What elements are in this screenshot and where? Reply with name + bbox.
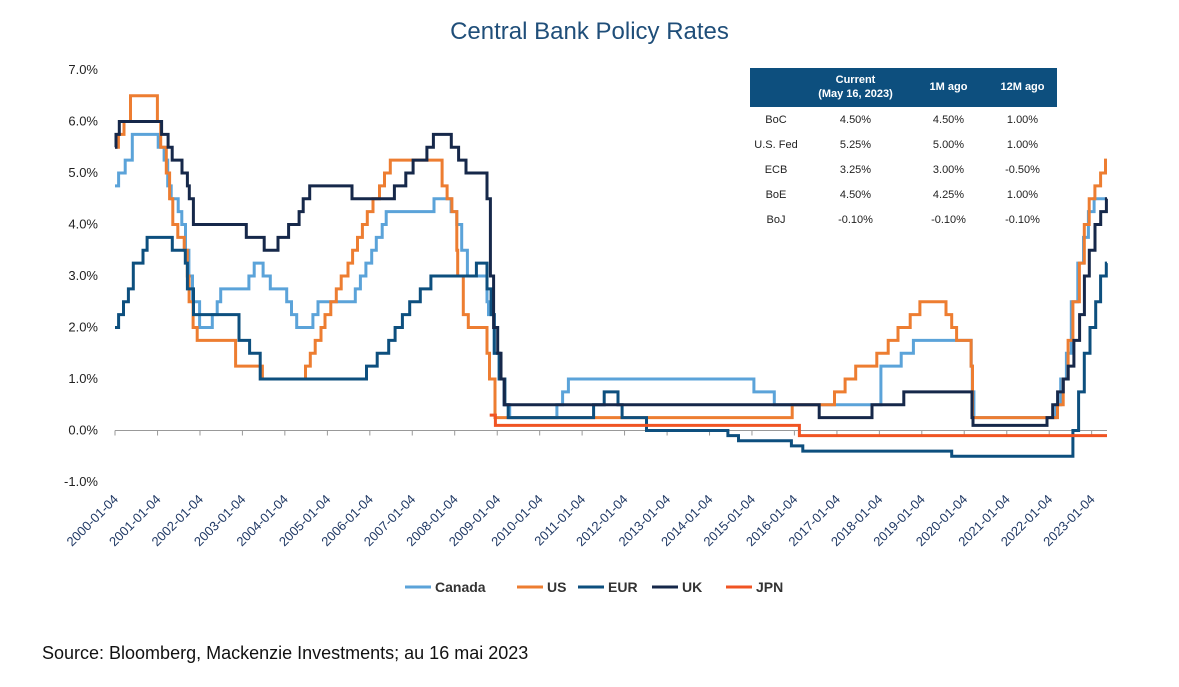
table-header-row: Current (May 16, 2023) 1M ago 12M ago xyxy=(750,68,1057,107)
table-cell: -0.10% xyxy=(931,213,966,226)
table-cell: 1.00% xyxy=(1006,113,1039,126)
y-tick-label: 6.0% xyxy=(68,114,98,129)
y-tick-label: 4.0% xyxy=(68,217,98,232)
y-axis: -1.0% 0.0% 1.0% 2.0% 3.0% 4.0% 5.0% 6.0% 7.0% xyxy=(64,62,98,489)
table-cell: 3.00% xyxy=(932,163,965,176)
y-tick-label: 5.0% xyxy=(68,165,98,180)
table-cell: -0.10% xyxy=(1005,213,1040,226)
table-cell: BoE xyxy=(765,188,787,201)
table-cell: 4.50% xyxy=(839,188,872,201)
legend-label: US xyxy=(547,579,566,595)
table-cell: 1.00% xyxy=(1006,138,1039,151)
table-row: BoJ -0.10% -0.10% -0.10% xyxy=(750,207,1057,232)
table-cell: 5.25% xyxy=(839,138,872,151)
table-cell: BoC xyxy=(765,113,787,126)
chart-title: Central Bank Policy Rates xyxy=(450,18,729,45)
table-cell: 5.00% xyxy=(932,138,965,151)
table-cell: BoJ xyxy=(766,213,786,226)
table-cell: 4.25% xyxy=(932,188,965,201)
table-row: BoE 4.50% 4.25% 1.00% xyxy=(750,182,1057,207)
y-tick-label: 0.0% xyxy=(68,423,98,438)
rates-table: Current (May 16, 2023) 1M ago 12M ago Bo… xyxy=(750,68,1057,232)
series-line-jpn xyxy=(489,413,1107,438)
table-header-cell: 12M ago xyxy=(988,68,1057,107)
y-tick-label: 1.0% xyxy=(68,371,98,386)
series-line-uk xyxy=(114,120,1108,427)
series-line-eur xyxy=(115,235,1108,458)
table-row: U.S. Fed 5.25% 5.00% 1.00% xyxy=(750,132,1057,157)
x-axis: 2000-01-042001-01-042002-01-042003-01-04… xyxy=(63,430,1107,549)
table-row: BoC 4.50% 4.50% 1.00% xyxy=(750,107,1057,132)
table-cell: 4.50% xyxy=(839,113,872,126)
table-header-cell: Current (May 16, 2023) xyxy=(802,68,909,107)
table-header-cell: 1M ago xyxy=(909,68,988,107)
table-cell: -0.50% xyxy=(1005,163,1040,176)
table-header-cell xyxy=(750,68,802,107)
legend-label: EUR xyxy=(608,579,638,595)
table-cell: ECB xyxy=(764,163,788,176)
y-tick-label: 3.0% xyxy=(68,268,98,283)
legend-label: JPN xyxy=(756,579,783,595)
table-cell: 1.00% xyxy=(1006,188,1039,201)
table-cell: 3.25% xyxy=(839,163,872,176)
table-row: ECB 3.25% 3.00% -0.50% xyxy=(750,157,1057,182)
series-lines xyxy=(114,94,1108,458)
legend-label: UK xyxy=(682,579,702,595)
table-cell: U.S. Fed xyxy=(754,138,798,151)
y-tick-label: 7.0% xyxy=(68,62,98,77)
table-cell: 4.50% xyxy=(932,113,965,126)
table-cell: -0.10% xyxy=(838,213,873,226)
source-note: Source: Bloomberg, Mackenzie Investments… xyxy=(42,643,529,663)
legend-label: Canada xyxy=(435,579,486,595)
y-tick-label: 2.0% xyxy=(68,320,98,335)
legend: Canada US EUR UK JPN xyxy=(405,579,783,595)
y-tick-label: -1.0% xyxy=(64,474,98,489)
